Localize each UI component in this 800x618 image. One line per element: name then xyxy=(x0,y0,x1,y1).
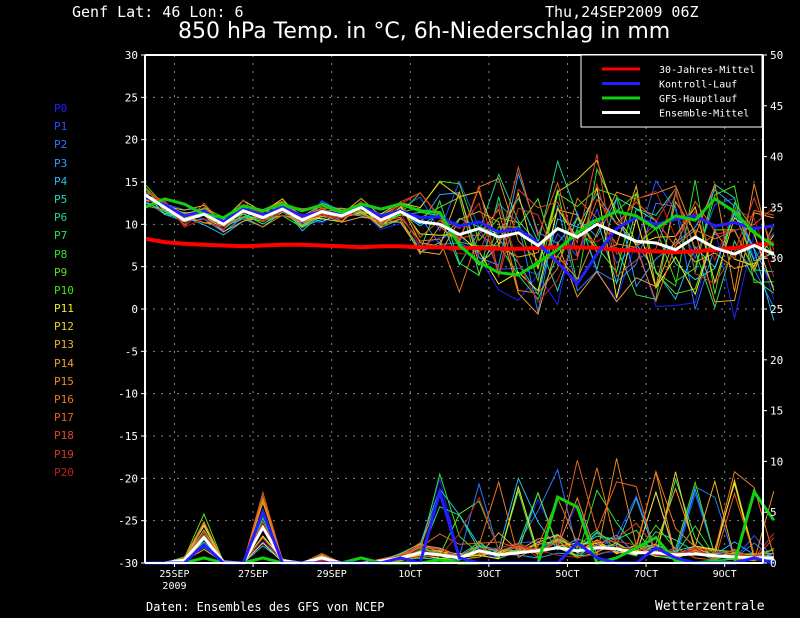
member-label: P16 xyxy=(54,393,74,406)
member-label: P14 xyxy=(54,356,74,370)
y-tick-label-right: 5 xyxy=(770,506,777,519)
x-tick-label: 25SEP xyxy=(159,569,189,580)
member-temp-line xyxy=(144,197,774,293)
y-tick-label-left: -20 xyxy=(118,472,138,485)
x-year-label: 2009 xyxy=(162,581,186,592)
y-tick-label-left: -15 xyxy=(118,430,138,443)
x-tick-label: 27SEP xyxy=(238,569,268,580)
temp-line-gfs-hauptlauf xyxy=(144,196,775,277)
member-label: P18 xyxy=(54,429,74,443)
temp-line-ensemble-mittel xyxy=(144,193,775,256)
legend-label: Ensemble-Mittel xyxy=(659,109,749,120)
y-tick-label-left: -30 xyxy=(118,557,138,570)
member-label: P0 xyxy=(54,102,68,115)
y-tick-label-left: -25 xyxy=(118,515,138,528)
y-tick-label-right: 10 xyxy=(770,455,783,468)
x-tick-label: 1OCT xyxy=(398,569,422,580)
member-precip-line xyxy=(145,486,774,564)
y-tick-label-left: -5 xyxy=(125,345,138,358)
precip-line-kontroll-lauf xyxy=(145,486,775,565)
y-tick-label-right: 35 xyxy=(770,201,783,214)
temp-line-30-jahres-mittel xyxy=(144,236,775,255)
legend-box xyxy=(580,54,763,128)
location-header: Genf Lat: 46 Lon: 6 xyxy=(72,3,244,21)
member-label: P20 xyxy=(54,465,74,479)
member-temp-line xyxy=(144,197,775,303)
x-tick-label: 9OCT xyxy=(713,569,737,580)
y-tick-label-left: -10 xyxy=(118,388,138,401)
member-label: P2 xyxy=(54,138,68,152)
legend-label: 30-Jahres-Mittel xyxy=(659,65,755,76)
x-tick-label: 7OCT xyxy=(634,569,658,580)
member-precip-line xyxy=(145,480,774,564)
member-list: P0 P1 P2 P3 P4 P5 P6 P7 P8 P9 P10 P11 P12 P13 P14 P15 P1… xyxy=(54,100,74,482)
member-label: P8 xyxy=(54,247,68,261)
member-precip-line xyxy=(145,479,774,564)
brand-label: Wetterzentrale xyxy=(655,599,765,614)
x-tick-label: 29SEP xyxy=(317,569,347,580)
run-date: Thu,24SEP2009 06Z xyxy=(545,3,699,21)
member-label: P11 xyxy=(54,302,74,316)
y-tick-label-left: 20 xyxy=(125,134,138,147)
y-tick-label-right: 0 xyxy=(770,557,777,570)
member-label: P15 xyxy=(54,374,74,388)
y-tick-label-left: 15 xyxy=(125,176,138,189)
legend-label: Kontroll-Lauf xyxy=(659,80,737,91)
member-label: P3 xyxy=(54,156,68,170)
member-temp-line xyxy=(144,159,775,291)
member-label: P13 xyxy=(54,338,74,352)
member-label: P12 xyxy=(54,320,74,334)
y-tick-label-right: 30 xyxy=(770,252,783,265)
member-label: P9 xyxy=(54,265,68,279)
member-label: P10 xyxy=(54,283,74,297)
y-tick-label-left: 5 xyxy=(131,261,138,274)
chart-title: 850 hPa Temp. in °C, 6h-Niederschlag in … xyxy=(178,19,671,44)
member-label: P6 xyxy=(54,211,68,225)
member-label: P19 xyxy=(54,447,74,461)
y-tick-label-left: 30 xyxy=(125,49,138,62)
y-tick-label-left: 0 xyxy=(131,303,138,316)
member-precip-line xyxy=(145,481,774,564)
member-label: P17 xyxy=(54,411,74,425)
y-tick-label-right: 15 xyxy=(770,405,783,418)
member-precip-line xyxy=(145,460,774,564)
y-tick-label-left: 25 xyxy=(125,91,138,104)
y-tick-label-right: 50 xyxy=(770,49,783,62)
member-label: P5 xyxy=(54,192,68,206)
y-tick-label-right: 45 xyxy=(770,100,783,113)
y-tick-label-right: 25 xyxy=(770,303,783,316)
y-tick-label-left: 10 xyxy=(125,218,138,231)
x-tick-label: 5OCT xyxy=(555,569,579,580)
member-temp-line xyxy=(144,194,774,316)
y-tick-label-right: 40 xyxy=(770,151,783,164)
x-tick-label: 3OCT xyxy=(477,569,501,580)
member-label: P1 xyxy=(54,120,68,134)
y-tick-label-right: 20 xyxy=(770,354,783,367)
member-label: P4 xyxy=(54,174,68,188)
data-source: Daten: Ensembles des GFS von NCEP xyxy=(146,600,385,614)
member-label: P7 xyxy=(54,229,68,243)
legend-label: GFS-Hauptlauf xyxy=(659,94,737,105)
